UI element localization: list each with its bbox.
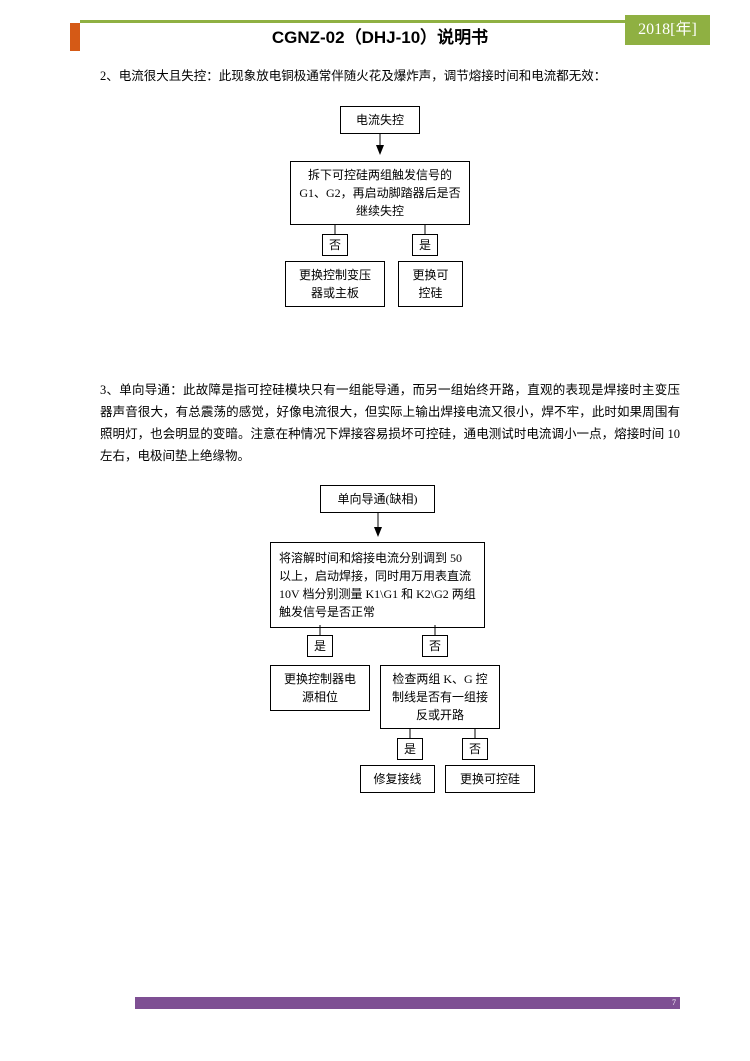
header: CGNZ-02（DHJ-10）说明书 — [80, 20, 680, 48]
fc2-node-measure: 将溶解时间和熔接电流分别调到 50 以上，启动焊接，同时用万用表直流 10V 档… — [270, 542, 485, 628]
para3-text: 单向导通：此故障是指可控硅模块只有一组能导通，而另一组始终开路，直观的表现是焊接… — [100, 383, 680, 463]
fc2-no2-label: 否 — [462, 738, 488, 760]
fc1-node-check: 拆下可控硅两组触发信号的 G1、G2，再启动脚踏器后是否继续失控 — [290, 161, 470, 225]
content: 2、电流很大且失控：此现象放电铜极通常伴随火花及爆炸声，调节熔接时间和电流都无效… — [80, 50, 680, 845]
footer-line — [135, 997, 680, 1009]
page-number: 7 — [630, 997, 680, 1009]
flowchart-2: 单向导通(缺相) 将溶解时间和熔接电流分别调到 50 以上，启动焊接，同时用万用… — [205, 485, 555, 845]
fc1-node-start: 电流失控 — [340, 106, 420, 134]
arrow-icon — [375, 133, 385, 158]
paragraph-2: 2、电流很大且失控：此现象放电铜极通常伴随火花及爆炸声，调节熔接时间和电流都无效… — [100, 66, 680, 88]
flowchart-1: 电流失控 拆下可控硅两组触发信号的 G1、G2，再启动脚踏器后是否继续失控 否 … — [230, 106, 530, 376]
arrow-icon — [373, 512, 383, 540]
doc-title: CGNZ-02（DHJ-10）说明书 — [272, 23, 488, 48]
fc1-node-yes: 更换可控硅 — [398, 261, 463, 307]
para2-num: 2、 — [100, 69, 119, 83]
header-accent — [70, 23, 80, 51]
para3-num: 3、 — [100, 383, 119, 397]
fc2-no-label: 否 — [422, 635, 448, 657]
fc2-node-check: 检查两组 K、G 控制线是否有一组接反或开路 — [380, 665, 500, 729]
fc2-node-replace2: 更换可控硅 — [445, 765, 535, 793]
fc2-yes2-label: 是 — [397, 738, 423, 760]
fc1-node-no: 更换控制变压器或主板 — [285, 261, 385, 307]
fc1-no-label: 否 — [322, 234, 348, 256]
fc2-node-start: 单向导通(缺相) — [320, 485, 435, 513]
paragraph-3: 3、单向导通：此故障是指可控硅模块只有一组能导通，而另一组始终开路，直观的表现是… — [100, 380, 680, 468]
fc2-node-replace: 更换控制器电源相位 — [270, 665, 370, 711]
fc2-yes-label: 是 — [307, 635, 333, 657]
para2-text: 电流很大且失控：此现象放电铜极通常伴随火花及爆炸声，调节熔接时间和电流都无效： — [119, 69, 607, 83]
page: 2018[年] CGNZ-02（DHJ-10）说明书 2、电流很大且失控：此现象… — [0, 0, 750, 1061]
fc1-yes-label: 是 — [412, 234, 438, 256]
fc2-node-fix: 修复接线 — [360, 765, 435, 793]
